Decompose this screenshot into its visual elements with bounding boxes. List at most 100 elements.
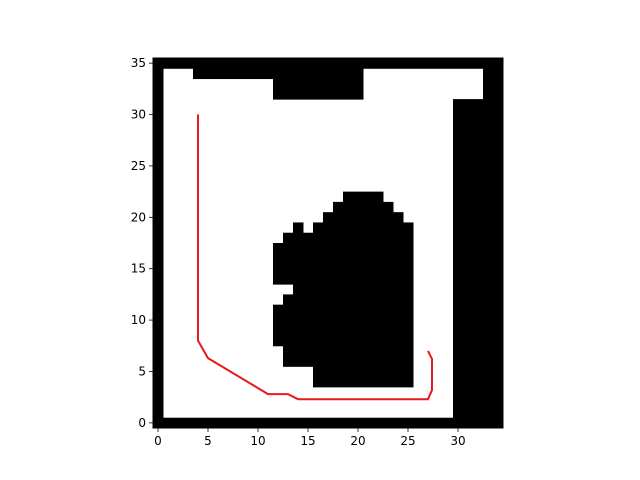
occupied-cell: [153, 119, 164, 131]
occupied-cell: [453, 314, 504, 326]
occupancy-grid: [153, 58, 504, 429]
occupied-cell: [453, 243, 504, 254]
occupied-cell: [343, 191, 384, 203]
occupied-cell: [453, 386, 504, 398]
occupied-cell: [453, 253, 504, 265]
occupied-cell: [283, 345, 414, 357]
occupied-cell: [153, 171, 164, 182]
occupied-cell: [453, 376, 504, 388]
occupied-cell: [153, 273, 164, 285]
occupied-cell: [273, 335, 414, 347]
occupied-cell: [283, 356, 414, 367]
occupied-cell: [273, 253, 414, 265]
x-tick-label: 25: [400, 434, 415, 448]
occupied-cell: [273, 263, 414, 275]
occupied-cell: [483, 68, 504, 80]
occupied-cell: [323, 212, 404, 223]
occupied-cell: [453, 150, 504, 162]
occupied-cell: [153, 222, 164, 234]
occupied-cell: [153, 294, 164, 306]
occupied-cell: [153, 386, 164, 398]
occupied-cell: [153, 263, 164, 275]
y-tick-label: 5: [138, 364, 146, 378]
occupied-cell: [283, 294, 414, 306]
x-tick-label: 0: [154, 434, 162, 448]
x-tick-label: 20: [350, 434, 365, 448]
occupied-cell: [153, 160, 164, 172]
occupied-cell: [153, 407, 164, 419]
occupied-cell: [193, 68, 364, 80]
occupied-cell: [453, 397, 504, 408]
occupied-cell: [153, 325, 164, 336]
occupied-cell: [453, 325, 504, 336]
occupied-cell: [153, 99, 164, 110]
occupied-cell: [453, 294, 504, 306]
y-tick-label: 35: [131, 56, 146, 70]
occupied-cell: [153, 376, 164, 388]
occupied-cell: [153, 314, 164, 326]
occupied-cell: [293, 284, 414, 295]
occupied-cell: [153, 345, 164, 357]
plot-frame: [152, 57, 504, 429]
occupied-cell: [453, 119, 504, 131]
occupied-cell: [453, 181, 504, 193]
occupied-cell: [293, 222, 304, 234]
occupied-cell: [153, 335, 164, 347]
path-line: [197, 114, 433, 401]
occupied-cell: [153, 78, 164, 90]
occupied-cell: [153, 129, 164, 141]
occupied-cell: [453, 356, 504, 367]
occupied-cell: [453, 273, 504, 285]
occupied-cell: [273, 325, 414, 336]
occupied-cell: [453, 407, 504, 419]
occupied-cell: [153, 181, 164, 193]
occupied-cell: [313, 366, 414, 378]
occupied-cell: [153, 253, 164, 265]
occupied-cell: [453, 335, 504, 347]
y-tick-label: 30: [131, 108, 146, 122]
occupied-cell: [273, 243, 414, 254]
occupied-cell: [153, 191, 164, 203]
occupied-cell: [453, 201, 504, 213]
occupied-cell: [153, 366, 164, 378]
occupied-cell: [153, 109, 164, 121]
y-tick-label: 25: [131, 159, 146, 173]
occupied-cell: [153, 68, 164, 80]
occupied-cell: [453, 129, 504, 141]
occupied-cell: [483, 88, 504, 100]
occupied-cell: [483, 78, 504, 90]
occupied-cell: [153, 88, 164, 100]
occupied-cell: [153, 140, 164, 151]
occupied-cell: [453, 263, 504, 275]
occupied-cell: [273, 304, 414, 316]
occupied-cell: [153, 417, 504, 429]
occupied-cell: [153, 150, 164, 162]
occupied-cell: [453, 171, 504, 182]
occupied-cell: [273, 88, 364, 100]
occupied-cell: [153, 201, 164, 213]
occupied-cell: [453, 191, 504, 203]
occupied-cell: [453, 345, 504, 357]
occupied-cell: [153, 232, 164, 244]
x-axis-ticks: 0 5 10 15 20 25 30: [154, 428, 466, 448]
occupied-cell: [453, 99, 504, 110]
occupied-cell: [313, 376, 414, 388]
occupied-cell: [153, 284, 164, 295]
y-tick-label: 15: [131, 262, 146, 276]
occupied-cell: [273, 273, 414, 285]
occupied-cell: [453, 232, 504, 244]
occupied-cell: [453, 284, 504, 295]
occupied-cell: [453, 304, 504, 316]
occupied-cell: [153, 304, 164, 316]
x-tick-label: 10: [250, 434, 265, 448]
x-tick-label: 15: [300, 434, 315, 448]
occupied-cell: [283, 232, 414, 244]
occupied-cell: [313, 222, 414, 234]
occupied-cell: [153, 243, 164, 254]
y-tick-label: 20: [131, 210, 146, 224]
occupied-cell: [453, 366, 504, 378]
occupied-cell: [153, 397, 164, 408]
y-tick-label: 0: [138, 416, 146, 430]
y-axis-ticks: 0 5 10 15 20 25 30 35: [131, 56, 153, 430]
